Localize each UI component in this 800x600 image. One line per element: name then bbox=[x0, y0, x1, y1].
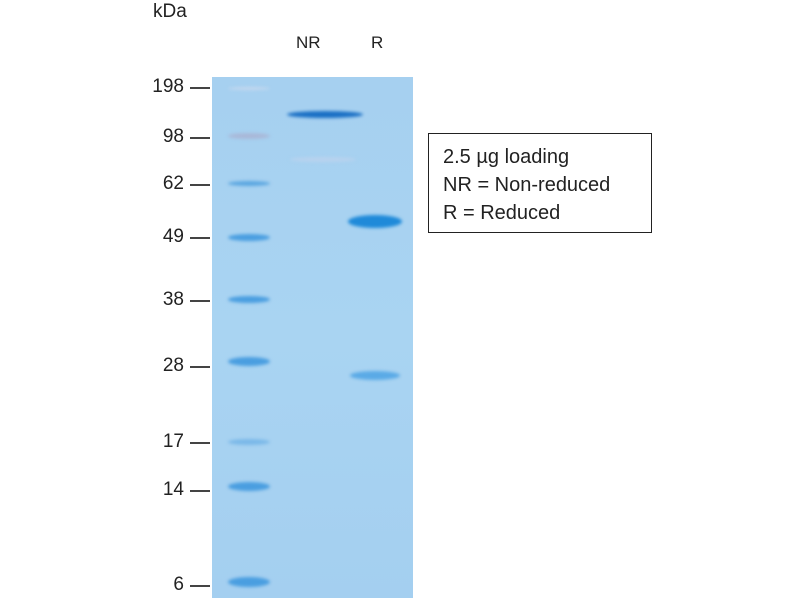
nr-band-faint bbox=[290, 157, 356, 162]
marker-label-28: 28 bbox=[162, 355, 184, 376]
legend-box: 2.5 µg loading NR = Non-reduced R = Redu… bbox=[428, 133, 652, 233]
nr-band-main bbox=[287, 111, 363, 118]
lane-label-nr: NR bbox=[296, 33, 321, 52]
ladder-band-98 bbox=[228, 133, 270, 139]
marker-tick bbox=[190, 490, 210, 492]
ladder-band-14 bbox=[228, 482, 270, 491]
marker-label-49: 49 bbox=[162, 226, 184, 247]
gel-image bbox=[212, 77, 413, 598]
marker-label-38: 38 bbox=[162, 289, 184, 310]
ladder-band-17 bbox=[228, 439, 270, 445]
legend-loading: 2.5 µg loading bbox=[443, 146, 570, 168]
ladder-band-38 bbox=[228, 296, 270, 303]
marker-tick bbox=[190, 366, 210, 368]
lane-label-r: R bbox=[371, 33, 384, 52]
marker-label-98: 98 bbox=[162, 126, 184, 147]
legend-nr: NR = Non-reduced bbox=[443, 174, 611, 196]
marker-label-6: 6 bbox=[173, 574, 184, 595]
ladder-band-62 bbox=[228, 181, 270, 186]
kda-axis-unit: kDa bbox=[153, 1, 187, 22]
marker-label-198: 198 bbox=[152, 76, 184, 97]
ladder-band-49 bbox=[228, 234, 270, 241]
marker-tick bbox=[190, 237, 210, 239]
ladder-band-28 bbox=[228, 357, 270, 366]
legend-r: R = Reduced bbox=[443, 202, 561, 224]
marker-tick bbox=[190, 300, 210, 302]
marker-tick bbox=[190, 585, 210, 587]
r-band-light-chain bbox=[350, 371, 400, 380]
r-band-heavy-chain bbox=[348, 215, 402, 228]
marker-tick bbox=[190, 137, 210, 139]
marker-tick bbox=[190, 184, 210, 186]
marker-tick bbox=[190, 87, 210, 89]
ladder-band-6 bbox=[228, 577, 270, 587]
marker-label-62: 62 bbox=[162, 173, 184, 194]
marker-label-14: 14 bbox=[162, 479, 184, 500]
ladder-band-198 bbox=[228, 87, 270, 90]
marker-tick bbox=[190, 442, 210, 444]
marker-label-17: 17 bbox=[162, 431, 184, 452]
